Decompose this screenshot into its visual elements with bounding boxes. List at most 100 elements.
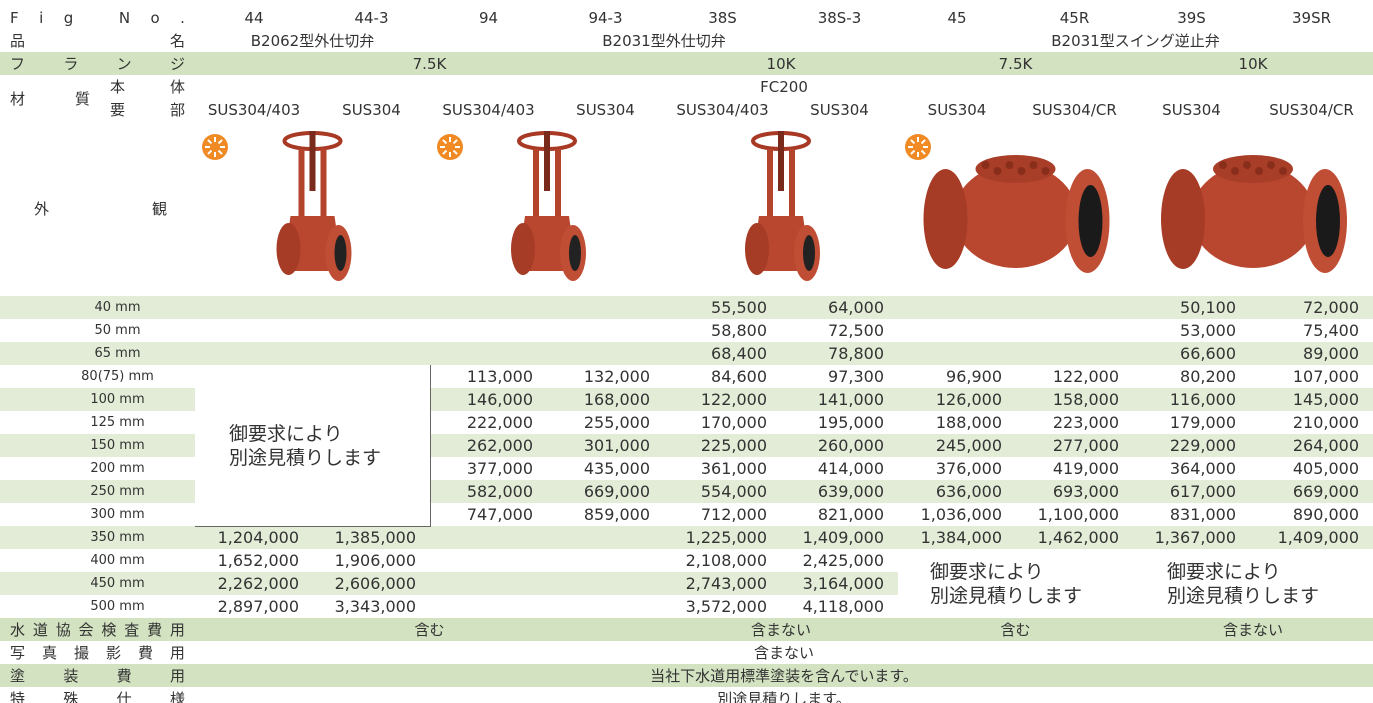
value-cell: 含む [898, 618, 1134, 642]
price: 264,000 [1250, 434, 1373, 458]
price: 639,000 [781, 480, 899, 504]
price: 669,000 [1250, 480, 1373, 504]
price: 1,462,000 [1016, 526, 1134, 550]
price: 262,000 [430, 434, 548, 458]
value-cell: 別途見積りします。 [195, 687, 1373, 703]
price: 55,500 [664, 296, 782, 320]
price: 859,000 [547, 503, 665, 527]
value-cell: 当社下水道用標準塗装を含んでいます。 [195, 664, 1373, 688]
value-cell: SUS304 [313, 98, 431, 122]
price: 168,000 [547, 388, 665, 412]
empty-cell [313, 296, 431, 320]
row-label: 品名 [0, 29, 196, 53]
price: 3,572,000 [664, 595, 782, 619]
size-label: 125 mm [0, 411, 196, 435]
empty-cell [547, 342, 665, 366]
fig-no: 38S [664, 6, 782, 30]
empty-cell [898, 342, 1017, 366]
valve-photo [745, 131, 820, 281]
price: 1,906,000 [313, 549, 431, 573]
empty-cell [430, 342, 548, 366]
price: 122,000 [664, 388, 782, 412]
value-cell: 7.5K [898, 52, 1134, 76]
price: 116,000 [1133, 388, 1251, 412]
price: 66,600 [1133, 342, 1251, 366]
row-label: 写真撮影費用 [0, 641, 196, 665]
price: 89,000 [1250, 342, 1373, 366]
price: 636,000 [898, 480, 1017, 504]
price: 245,000 [898, 434, 1017, 458]
price: 58,800 [664, 319, 782, 343]
price: 158,000 [1016, 388, 1134, 412]
size-label: 200 mm [0, 457, 196, 481]
note-line: 別途見積りします [229, 446, 382, 469]
price: 75,400 [1250, 319, 1373, 343]
price: 669,000 [547, 480, 665, 504]
note-line: 御要求により [1167, 560, 1281, 583]
valve-photo [905, 134, 1110, 273]
price: 78,800 [781, 342, 899, 366]
price: 361,000 [664, 457, 782, 481]
price: 210,000 [1250, 411, 1373, 435]
fig-no: 44 [195, 6, 314, 30]
price: 188,000 [898, 411, 1017, 435]
price: 170,000 [664, 411, 782, 435]
price: 141,000 [781, 388, 899, 412]
fig-no: 39SR [1250, 6, 1373, 30]
note-line: 別途見積りします [930, 584, 1083, 607]
empty-cell [547, 296, 665, 320]
price: 376,000 [898, 457, 1017, 481]
price: 2,897,000 [195, 595, 314, 619]
price: 277,000 [1016, 434, 1134, 458]
price: 1,100,000 [1016, 503, 1134, 527]
value-cell: 10K [664, 52, 899, 76]
price: 122,000 [1016, 365, 1134, 389]
price: 132,000 [547, 365, 665, 389]
price: 747,000 [430, 503, 548, 527]
note-line: 御要求により [930, 560, 1044, 583]
row-label: 外観 [0, 121, 196, 297]
price: 1,367,000 [1133, 526, 1251, 550]
price: 435,000 [547, 457, 665, 481]
price: 179,000 [1133, 411, 1251, 435]
size-label: 250 mm [0, 480, 196, 504]
empty-cell [430, 296, 548, 320]
price: 1,652,000 [195, 549, 314, 573]
size-label: 300 mm [0, 503, 196, 527]
price: 68,400 [664, 342, 782, 366]
size-label: 100 mm [0, 388, 196, 412]
price: 2,108,000 [664, 549, 782, 573]
price: 2,262,000 [195, 572, 314, 596]
empty-cell [430, 549, 548, 573]
price: 1,409,000 [1250, 526, 1373, 550]
fig-no: 39S [1133, 6, 1251, 30]
price: 3,343,000 [313, 595, 431, 619]
size-label: 500 mm [0, 595, 196, 619]
price: 1,409,000 [781, 526, 899, 550]
price: 229,000 [1133, 434, 1251, 458]
value-cell: SUS304 [1133, 98, 1251, 122]
price: 146,000 [430, 388, 548, 412]
empty-cell [547, 595, 665, 619]
empty-cell [547, 572, 665, 596]
value-cell: SUS304/403 [430, 98, 548, 122]
price: 617,000 [1133, 480, 1251, 504]
empty-cell [313, 342, 431, 366]
value-cell: 含まない [195, 641, 1373, 665]
empty-cell [430, 572, 548, 596]
value-cell: SUS304/CR [1250, 98, 1373, 122]
price: 126,000 [898, 388, 1017, 412]
empty-cell [313, 319, 431, 343]
price: 84,600 [664, 365, 782, 389]
price: 554,000 [664, 480, 782, 504]
valve-photo [437, 131, 586, 281]
note: 御要求により 別途見積りします [195, 365, 431, 527]
price: 225,000 [664, 434, 782, 458]
size-label: 450 mm [0, 572, 196, 596]
empty-cell [195, 319, 314, 343]
row-label: 本体 [100, 75, 196, 99]
size-label: 350 mm [0, 526, 196, 550]
empty-cell [547, 526, 665, 550]
